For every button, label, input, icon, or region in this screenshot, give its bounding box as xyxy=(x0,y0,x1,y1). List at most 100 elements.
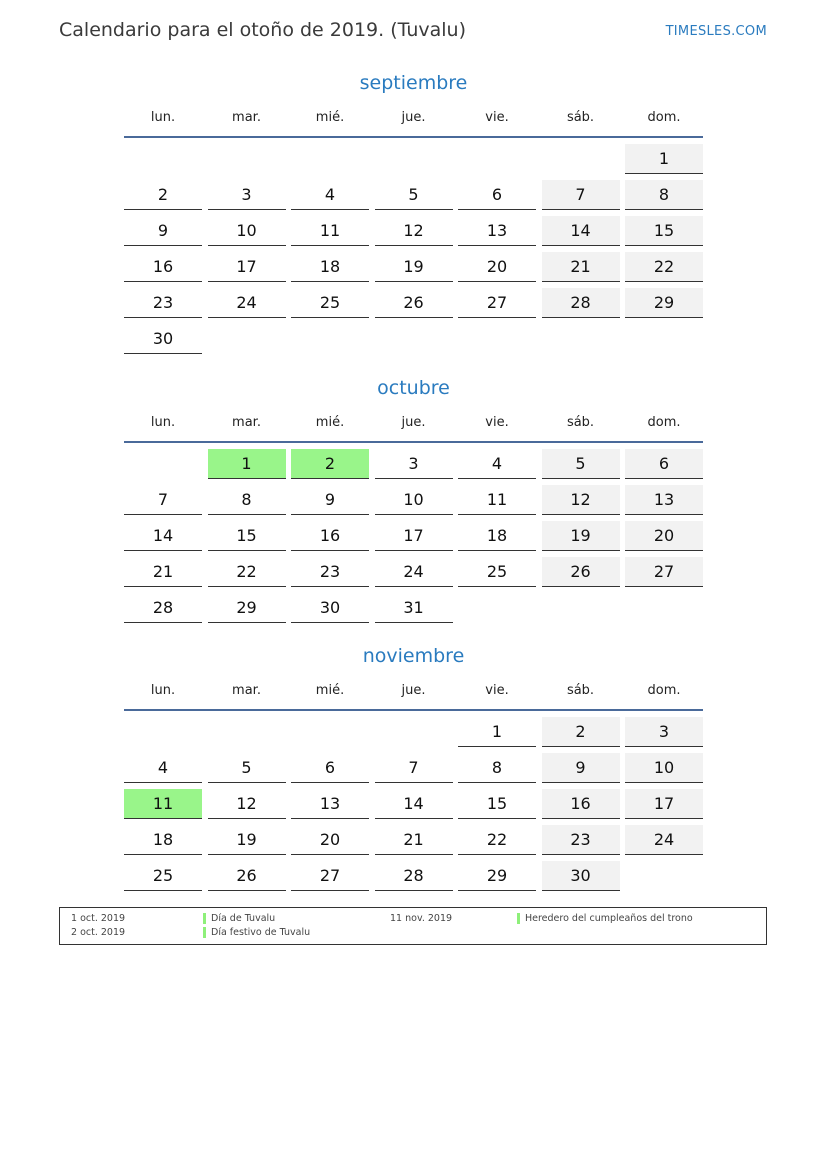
day-cell: 5 xyxy=(374,180,453,210)
day-cell: 4 xyxy=(458,449,536,479)
day-cell: 3 xyxy=(625,717,703,747)
day-cell: 8 xyxy=(207,485,286,515)
day-cell: 13 xyxy=(291,789,369,819)
legend-holiday: Día de Tuvalu xyxy=(211,913,276,924)
month-title: octubre xyxy=(377,377,450,399)
day-cell: 27 xyxy=(625,557,703,587)
day-cell: 7 xyxy=(541,180,620,210)
brand-link[interactable]: TIMESLES.COM xyxy=(665,24,767,39)
weekday-header: mar. xyxy=(232,415,261,430)
weekday-header: mié. xyxy=(315,415,345,430)
day-cell: 7 xyxy=(124,485,202,515)
day-cell: 22 xyxy=(207,557,286,587)
weekday-header: mar. xyxy=(232,683,261,698)
day-cell: 27 xyxy=(458,288,536,318)
weekday-header: jue. xyxy=(401,415,426,430)
day-cell: 1 xyxy=(458,717,536,747)
legend-date: 2 oct. 2019 xyxy=(71,927,126,938)
legend-holiday: Heredero del cumpleaños del trono xyxy=(525,913,693,924)
day-cell: 28 xyxy=(374,861,453,891)
holiday-day-cell: 2 xyxy=(291,449,369,479)
day-cell: 11 xyxy=(291,216,369,246)
weekday-header: sáb. xyxy=(566,683,595,698)
weekday-header: lun. xyxy=(150,110,176,125)
weekday-header: dom. xyxy=(647,415,681,430)
day-cell: 24 xyxy=(207,288,286,318)
page-title: Calendario para el otoño de 2019. (Tuval… xyxy=(59,19,467,41)
header-divider xyxy=(124,136,703,138)
day-cell: 28 xyxy=(541,288,620,318)
day-cell: 8 xyxy=(625,180,703,210)
day-cell: 25 xyxy=(124,861,202,891)
weekday-header: jue. xyxy=(401,683,426,698)
month-title: noviembre xyxy=(362,645,465,667)
day-cell: 18 xyxy=(124,825,202,855)
day-cell: 23 xyxy=(291,557,369,587)
day-cell: 5 xyxy=(207,753,286,783)
day-cell: 29 xyxy=(207,593,286,623)
day-cell: 12 xyxy=(374,216,453,246)
day-cell: 10 xyxy=(207,216,286,246)
day-cell: 21 xyxy=(124,557,202,587)
day-cell: 26 xyxy=(374,288,453,318)
day-cell: 6 xyxy=(458,180,536,210)
holiday-color-marker xyxy=(517,913,520,924)
day-cell: 24 xyxy=(374,557,453,587)
day-cell: 27 xyxy=(291,861,369,891)
weekday-header: mié. xyxy=(315,683,345,698)
day-cell: 14 xyxy=(374,789,453,819)
header-divider xyxy=(124,709,703,711)
day-cell: 26 xyxy=(207,861,286,891)
weekday-header: mar. xyxy=(232,110,261,125)
day-cell: 13 xyxy=(625,485,703,515)
day-cell: 22 xyxy=(458,825,536,855)
weekday-header: mié. xyxy=(315,110,345,125)
day-cell: 5 xyxy=(541,449,620,479)
day-cell: 26 xyxy=(541,557,620,587)
day-cell: 15 xyxy=(625,216,703,246)
day-cell: 21 xyxy=(374,825,453,855)
day-cell: 12 xyxy=(541,485,620,515)
day-cell: 10 xyxy=(374,485,453,515)
day-cell: 19 xyxy=(374,252,453,282)
legend-holiday: Día festivo de Tuvalu xyxy=(211,927,311,938)
day-cell: 8 xyxy=(458,753,536,783)
day-cell: 30 xyxy=(291,593,369,623)
day-cell: 30 xyxy=(124,324,202,354)
day-cell: 31 xyxy=(374,593,453,623)
day-cell: 16 xyxy=(124,252,202,282)
day-cell: 17 xyxy=(207,252,286,282)
day-cell: 30 xyxy=(541,861,620,891)
day-cell: 23 xyxy=(124,288,202,318)
weekday-header: lun. xyxy=(150,415,176,430)
weekday-header: dom. xyxy=(647,110,681,125)
day-cell: 9 xyxy=(124,216,202,246)
day-cell: 3 xyxy=(207,180,286,210)
day-cell: 2 xyxy=(541,717,620,747)
weekday-header: lun. xyxy=(150,683,176,698)
day-cell: 16 xyxy=(541,789,620,819)
day-cell: 28 xyxy=(124,593,202,623)
day-cell: 11 xyxy=(458,485,536,515)
legend-date: 11 nov. 2019 xyxy=(390,913,453,924)
day-cell: 29 xyxy=(458,861,536,891)
day-cell: 9 xyxy=(291,485,369,515)
day-cell: 3 xyxy=(374,449,453,479)
day-cell: 6 xyxy=(625,449,703,479)
weekday-header: vie. xyxy=(485,110,509,125)
day-cell: 20 xyxy=(291,825,369,855)
day-cell: 7 xyxy=(374,753,453,783)
weekday-header: sáb. xyxy=(566,415,595,430)
day-cell: 10 xyxy=(625,753,703,783)
day-cell: 24 xyxy=(625,825,703,855)
day-cell: 14 xyxy=(541,216,620,246)
day-cell: 15 xyxy=(207,521,286,551)
day-cell: 20 xyxy=(458,252,536,282)
day-cell: 17 xyxy=(374,521,453,551)
day-cell: 16 xyxy=(291,521,369,551)
day-cell: 6 xyxy=(291,753,369,783)
day-cell: 1 xyxy=(625,144,703,174)
day-cell: 25 xyxy=(291,288,369,318)
day-cell: 19 xyxy=(541,521,620,551)
day-cell: 25 xyxy=(458,557,536,587)
